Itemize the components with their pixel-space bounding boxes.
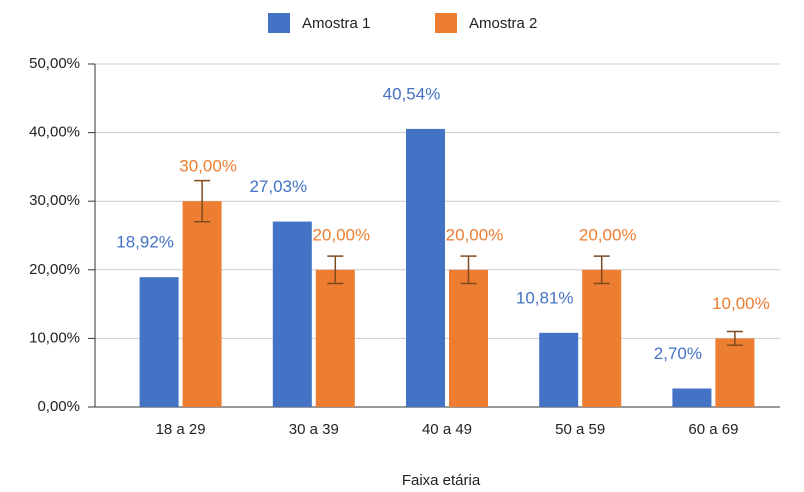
data-label: 10,81% (516, 288, 574, 307)
bar (406, 128, 445, 407)
legend-label: Amostra 1 (302, 15, 370, 32)
bar (715, 338, 755, 407)
data-label: 20,00% (579, 225, 637, 244)
legend-swatch (268, 13, 290, 33)
y-tick-label: 10,00% (29, 329, 80, 346)
legend-label: Amostra 2 (469, 15, 537, 32)
data-label: 30,00% (179, 157, 237, 176)
data-label: 20,00% (446, 225, 504, 244)
y-tick-label: 20,00% (29, 261, 80, 278)
x-tick-label: 30 a 39 (289, 421, 339, 438)
bar (539, 332, 579, 407)
x-tick-label: 40 a 49 (422, 421, 472, 438)
data-label: 40,54% (383, 84, 441, 103)
y-tick-label: 30,00% (29, 192, 80, 209)
data-label: 10,00% (712, 294, 770, 313)
bar (449, 269, 488, 407)
data-label: 2,70% (654, 344, 702, 363)
bar (272, 221, 312, 407)
bar (182, 201, 222, 407)
x-tick-label: 50 a 59 (555, 421, 605, 438)
bar (582, 269, 622, 407)
x-tick-label: 18 a 29 (156, 421, 206, 438)
y-tick-label: 50,00% (29, 55, 80, 72)
data-label: 20,00% (312, 225, 370, 244)
x-axis-title: Faixa etária (402, 472, 481, 489)
data-label: 27,03% (249, 177, 307, 196)
x-tick-label: 60 a 69 (688, 421, 738, 438)
y-tick-label: 40,00% (29, 124, 80, 141)
legend-swatch (435, 13, 457, 33)
bar (672, 388, 712, 407)
data-label: 18,92% (116, 233, 174, 252)
bar (139, 277, 179, 407)
bar (315, 269, 355, 407)
y-tick-label: 0,00% (37, 398, 80, 415)
